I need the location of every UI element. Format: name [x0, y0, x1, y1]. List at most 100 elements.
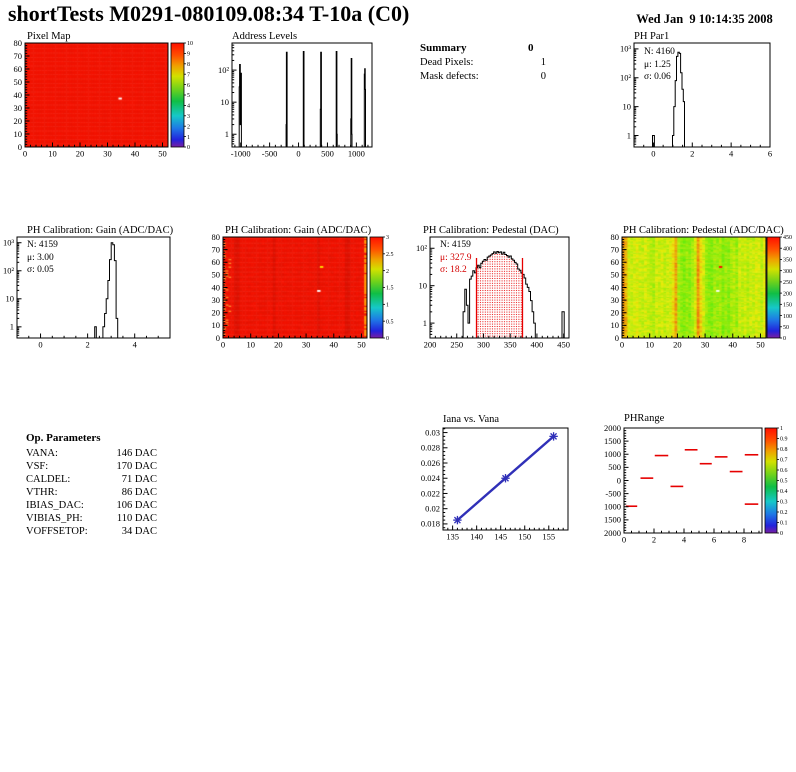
plot-title-gain-map: PH Calibration: Gain (ADC/DAC)	[225, 225, 372, 236]
ph-range-plot: PHRange 0 2 4 6 8 2000 1500 1000 500 0 -500 1000 150…	[597, 405, 796, 565]
svg-text:450: 450	[557, 340, 570, 350]
svg-text:40: 40	[611, 282, 620, 292]
svg-text:10: 10	[212, 320, 221, 330]
svg-text:50: 50	[158, 149, 167, 159]
svg-text:50: 50	[357, 340, 366, 350]
svg-text:10³: 10³	[3, 238, 15, 248]
svg-text:2: 2	[652, 535, 656, 545]
svg-text:-1000: -1000	[231, 149, 251, 159]
svg-text:1: 1	[386, 303, 389, 309]
op-param-value: 34 DAC	[121, 526, 157, 537]
svg-text:2000: 2000	[604, 423, 621, 433]
svg-text:1500: 1500	[604, 436, 621, 446]
svg-text:5: 5	[187, 93, 190, 99]
svg-text:40: 40	[131, 149, 140, 159]
svg-text:450: 450	[783, 235, 792, 241]
stats-box-pedestal-hist: N: 4159 μ: 327.9 σ: 18.2	[440, 239, 471, 277]
plot-title-pedestal-hist: PH Calibration: Pedestal (DAC)	[423, 225, 559, 236]
ph-par1-plot: PH Par1 N: 4160 μ: 1.25 σ: 0.06 0 2 4 6 1 10 1…	[597, 30, 796, 195]
op-param-value: 110 DAC	[116, 513, 157, 524]
page-title: shortTests M0291-080109.08:34 T-10a (C0)	[8, 1, 410, 26]
svg-text:10: 10	[623, 101, 632, 111]
svg-text:155: 155	[542, 532, 555, 542]
svg-text:6: 6	[712, 535, 716, 545]
svg-text:10: 10	[48, 149, 57, 159]
svg-text:10²: 10²	[416, 243, 428, 253]
svg-text:30: 30	[14, 103, 23, 113]
iana_vana-svg: 135 140 145 150 155 0.018 0.02 0.022 0.024 0.026 0…	[421, 427, 569, 542]
stats-box-ph-par1: N: 4160 μ: 1.25 σ: 0.06	[644, 46, 675, 84]
op-param-row: VIBIAS_PH: 110 DAC	[26, 513, 157, 524]
op-param-value: 170 DAC	[116, 461, 157, 472]
svg-text:1: 1	[187, 135, 190, 141]
stat-sigma: σ: 0.06	[644, 72, 671, 82]
op-param-label: VTHR:	[26, 487, 58, 498]
svg-text:1000: 1000	[348, 149, 365, 159]
pixel_map-heatmap-cells	[25, 43, 168, 147]
svg-text:250: 250	[783, 280, 792, 286]
svg-text:200: 200	[783, 291, 792, 297]
svg-text:0: 0	[651, 149, 655, 159]
pixel-map-plot: Pixel Map 0 10 20 30 40 50 0 10 20 30 40 50 60 70 80 0 1…	[0, 30, 199, 195]
svg-text:20: 20	[14, 116, 23, 126]
svg-text:70: 70	[14, 51, 23, 61]
plot-title-pedestal-map: PH Calibration: Pedestal (ADC/DAC)	[623, 225, 784, 236]
gain_map-svg: 0 10 20 30 40 500102030405060708000.511.522.5…	[212, 232, 394, 350]
svg-text:0: 0	[617, 475, 621, 485]
svg-text:20: 20	[274, 340, 283, 350]
stat-entries: N: 4159	[27, 240, 58, 250]
gain_hist-svg: 0 2 4 1 10 10² 10³	[3, 236, 171, 350]
svg-text:10: 10	[246, 340, 255, 350]
svg-text:0.3: 0.3	[780, 500, 788, 506]
svg-text:0.9: 0.9	[780, 437, 788, 443]
svg-text:0: 0	[296, 149, 300, 159]
pedestal_map-svg: 0 10 20 30 40 5001020304050607080050100150200…	[611, 232, 793, 350]
svg-text:0: 0	[620, 340, 624, 350]
svg-text:3: 3	[386, 235, 389, 241]
plot-title-gain-hist: PH Calibration: Gain (ADC/DAC)	[27, 225, 174, 236]
svg-text:1500: 1500	[604, 515, 621, 525]
ph_par1-svg: 0 2 4 6 1 10 10² 10³	[620, 42, 772, 159]
svg-text:0: 0	[23, 149, 27, 159]
svg-text:4: 4	[133, 340, 138, 350]
svg-text:60: 60	[212, 257, 221, 267]
svg-text:6: 6	[768, 149, 772, 159]
svg-text:20: 20	[611, 308, 620, 318]
pedestal_hist-svg: 200 250 300 350 400 450 1 10 10²	[416, 236, 570, 350]
svg-text:0.022: 0.022	[421, 488, 440, 498]
svg-text:2: 2	[187, 124, 190, 130]
svg-text:3: 3	[187, 114, 190, 120]
svg-text:0.5: 0.5	[386, 319, 394, 325]
svg-text:0: 0	[187, 145, 190, 151]
stat-sigma: σ: 18.2	[440, 265, 467, 275]
svg-text:1000: 1000	[604, 502, 621, 512]
gain-histogram-plot: PH Calibration: Gain (ADC/DAC) N: 4159 μ…	[0, 220, 199, 385]
stat-mean: μ: 327.9	[440, 252, 472, 263]
op-param-row: CALDEL: 71 DAC	[26, 474, 157, 485]
svg-text:10: 10	[611, 320, 620, 330]
svg-text:0.018: 0.018	[421, 519, 440, 529]
op-param-label: VIBIAS_PH:	[26, 513, 83, 524]
svg-text:6: 6	[187, 83, 190, 89]
svg-text:300: 300	[477, 340, 490, 350]
op-param-value: 71 DAC	[121, 474, 157, 485]
svg-text:10: 10	[14, 129, 23, 139]
svg-text:40: 40	[14, 90, 23, 100]
svg-text:40: 40	[729, 340, 738, 350]
svg-text:7: 7	[187, 72, 190, 78]
svg-text:0.028: 0.028	[421, 443, 440, 453]
svg-text:350: 350	[504, 340, 517, 350]
op-param-value: 106 DAC	[116, 500, 157, 511]
svg-text:80: 80	[611, 232, 620, 242]
svg-text:60: 60	[611, 257, 620, 267]
svg-text:10: 10	[221, 97, 230, 107]
pedestal_map-heatmap-cells	[622, 237, 766, 338]
svg-text:20: 20	[673, 340, 682, 350]
svg-text:100: 100	[783, 314, 792, 320]
svg-text:80: 80	[212, 232, 221, 242]
svg-text:0: 0	[38, 340, 42, 350]
plot-title-iana-vana: Iana vs. Vana	[443, 414, 500, 425]
gain-map-plot: PH Calibration: Gain (ADC/DAC) 0 10 20 30 40…	[199, 220, 398, 385]
stat-entries: N: 4160	[644, 47, 675, 57]
